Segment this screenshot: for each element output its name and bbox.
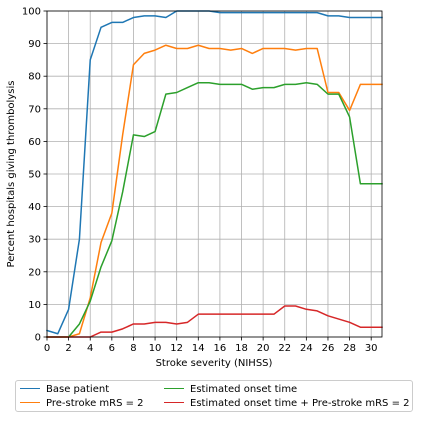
y-tick-label: 30 [28,235,41,246]
x-tick-label: 4 [87,343,93,354]
x-axis-label: Stroke severity (NIHSS) [156,358,273,369]
x-tick-label: 22 [278,343,291,354]
legend-label: Estimated onset time [190,384,298,395]
y-tick-label: 50 [28,170,41,181]
legend-swatch [20,387,40,389]
x-tick-label: 28 [343,343,356,354]
y-tick-label: 0 [35,333,41,344]
legend-item-estimated-onset-time: Estimated onset time [164,383,297,397]
y-tick-label: 20 [28,267,41,278]
series-line-2 [46,81,383,338]
y-tick-label: 90 [28,39,41,50]
x-tick-label: 26 [322,343,335,354]
x-tick-label: 8 [130,343,136,354]
x-tick-label: 10 [149,343,162,354]
x-tick-label: 14 [192,343,205,354]
x-tick-label: 16 [214,343,227,354]
legend-item-base-patient: Base patient [20,383,109,397]
y-tick-label: 60 [28,137,41,148]
series-line-3 [46,305,383,338]
legend: Base patient Pre-stroke mRS = 2 Estimate… [15,380,413,412]
y-tick-label: 10 [28,300,41,311]
legend-swatch [164,401,184,403]
x-tick-label: 24 [300,343,313,354]
x-tick-label: 2 [65,343,71,354]
grid-lines [46,10,382,338]
series-lines [46,10,383,338]
y-axis-label: Percent hospitals giving thrombolysis [6,81,17,268]
x-axis-ticks: 0 2 4 6 8 10 12 14 16 18 20 22 24 26 28 30 [44,337,378,354]
x-tick-label: 30 [365,343,378,354]
y-tick-label: 80 [28,72,41,83]
x-tick-label: 0 [44,343,50,354]
legend-label: Estimated onset time + Pre-stroke mRS = … [190,398,410,409]
x-tick-label: 6 [109,343,115,354]
x-tick-label: 20 [257,343,270,354]
y-tick-label: 70 [28,104,41,115]
y-tick-label: 40 [28,202,41,213]
y-tick-label: 100 [22,7,41,18]
series-line-0 [46,10,383,335]
series-line-1 [46,44,383,338]
legend-swatch [164,387,184,389]
legend-item-pre-stroke-mrs-2: Pre-stroke mRS = 2 [20,397,144,411]
legend-swatch [20,401,40,403]
x-tick-label: 18 [235,343,248,354]
legend-label: Base patient [46,384,110,395]
x-tick-label: 12 [170,343,183,354]
y-axis-ticks: 0 10 20 30 40 50 60 70 80 90 100 [22,7,47,344]
legend-item-estimated-onset-time-pre-stroke-mrs-2: Estimated onset time + Pre-stroke mRS = … [164,397,410,411]
legend-label: Pre-stroke mRS = 2 [46,398,144,409]
